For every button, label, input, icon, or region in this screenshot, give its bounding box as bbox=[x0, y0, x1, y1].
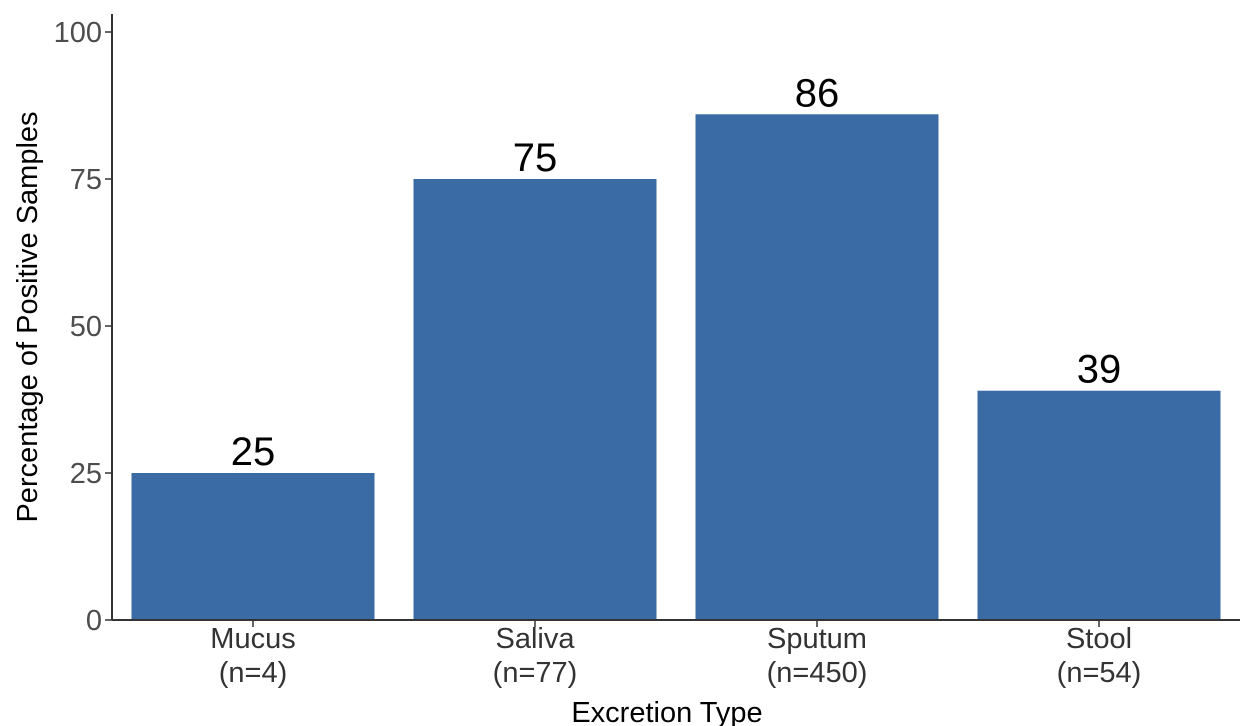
axes: Mucus (n=4) Saliva (n=77) Sputum (n=450) Stool… bbox=[54, 14, 1240, 689]
y-tick-label: 100 bbox=[54, 17, 102, 49]
y-tick-label: 25 bbox=[70, 458, 102, 490]
x-tick-label-line: (n=450) bbox=[767, 657, 868, 689]
y-axis-title: Percentage of Positive Samples bbox=[12, 111, 44, 522]
x-tick-label: Sputum (n=450) bbox=[767, 623, 868, 689]
x-tick-label-line: (n=4) bbox=[219, 657, 288, 689]
x-tick-label-line: Stool bbox=[1066, 623, 1132, 655]
data-label: 25 bbox=[231, 430, 276, 474]
data-label: 86 bbox=[795, 71, 840, 115]
x-tick-label: Stool (n=54) bbox=[1057, 623, 1142, 689]
bar bbox=[413, 179, 657, 620]
bar bbox=[977, 390, 1221, 620]
x-tick-label-line: Sputum bbox=[767, 623, 867, 655]
data-label: 39 bbox=[1077, 348, 1122, 392]
x-tick-label-line: (n=54) bbox=[1057, 657, 1142, 689]
x-tick-label: Saliva (n=77) bbox=[493, 623, 578, 689]
bar bbox=[695, 114, 939, 621]
x-tick-label: Mucus (n=4) bbox=[210, 623, 295, 689]
bars bbox=[131, 114, 1221, 621]
y-tick-label: 50 bbox=[70, 311, 102, 343]
data-label: 75 bbox=[513, 136, 558, 180]
y-tick-label: 0 bbox=[86, 605, 102, 637]
y-tick-label: 75 bbox=[70, 164, 102, 196]
x-tick-label-line: (n=77) bbox=[493, 657, 578, 689]
x-axis-title: Excretion Type bbox=[571, 697, 762, 726]
bar bbox=[131, 473, 375, 620]
x-tick-label-line: Saliva bbox=[496, 623, 576, 655]
data-labels: 25 75 86 39 bbox=[231, 71, 1122, 474]
x-tick-label-line: Mucus bbox=[210, 623, 295, 655]
